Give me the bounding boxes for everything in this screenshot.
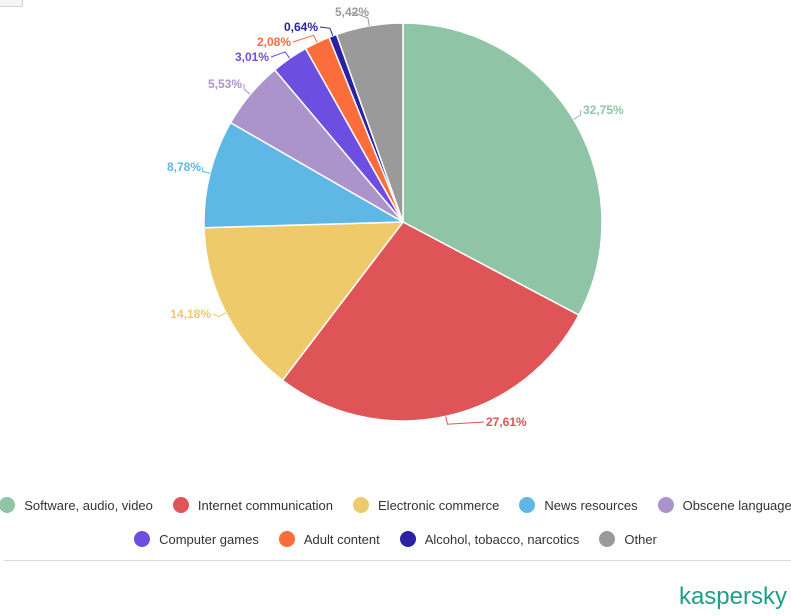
legend-item-adult-content[interactable]: Adult content [278,531,380,547]
legend-dot-icon [353,497,370,513]
legend-item-obscene-language[interactable]: Obscene language [657,497,791,513]
slice-label-adult-content: 2,08% [257,35,291,49]
legend-dot-icon [599,531,616,547]
legend-dot-icon [134,531,151,547]
label-leaders [201,11,582,425]
legend-dot-icon [172,497,189,513]
pie-slices [203,22,603,422]
legend-label: Other [624,531,657,547]
slice-label-news-resources: 8,78% [167,160,201,174]
slice-label-computer-games: 3,01% [235,50,269,64]
legend-item-other[interactable]: Other [599,531,657,547]
legend-label: Computer games [159,531,259,547]
pie-slice-news-resources[interactable] [203,121,406,229]
pie-slice-internet-communication[interactable] [281,221,580,422]
legend-dot-icon [399,531,416,547]
leader-line-alcohol-tobacco-narcotics [319,26,334,36]
legend-dot-icon [0,497,16,513]
legend-item-news-resources[interactable]: News resources [519,497,638,513]
legend-label: Electronic commerce [378,497,500,513]
slice-label-internet-communication: 27,61% [486,415,527,429]
legend-dot-icon [657,497,674,513]
legend-label: Internet communication [197,497,334,513]
slice-label-alcohol-tobacco-narcotics: 0,64% [284,20,318,34]
leader-line-obscene-language [243,83,251,95]
legend-row-1: Software, audio, video Internet communica… [0,497,791,513]
kaspersky-logo: kaspersky [678,583,787,610]
legend-row-2: Computer games Adult content Alcohol, toba… [0,531,791,547]
leader-line-other [351,11,370,26]
legend-item-computer-games[interactable]: Computer games [134,531,259,547]
legend-label: Software, audio, video [24,497,153,513]
leader-line-internet-communication [445,416,485,425]
slice-label-other: 5,42% [335,5,369,19]
slice-label-obscene-language: 5,53% [208,77,242,91]
legend-label: Obscene language [682,497,791,513]
slice-label-electronic-commerce: 14,18% [170,307,211,321]
pie-slice-software-audio-video[interactable] [402,22,603,317]
leader-line-software-audio-video [573,109,582,120]
legend-label: Adult content [303,531,380,547]
legend-label: Alcohol, tobacco, narcotics [424,531,580,547]
slice-labels: 32,75% 27,61% 14,18% 8,78% 5,53% 3,01%2,08%0,… [167,5,624,429]
leader-line-electronic-commerce [212,312,227,318]
corner-mark [0,0,23,7]
legend-item-software-audio-video[interactable]: Software, audio, video [0,497,153,513]
legend-item-internet-communication[interactable]: Internet communication [172,497,334,513]
legend-label: News resources [544,497,638,513]
leader-line-adult-content [292,34,318,43]
legend-dot-icon [278,531,295,547]
legend-dot-icon [519,497,536,513]
legend-item-alcohol-tobacco-narcotics[interactable]: Alcohol, tobacco, narcotics [399,531,580,547]
leader-line-news-resources [201,166,211,174]
legend-item-electronic-commerce[interactable]: Electronic commerce [353,497,499,513]
slice-label-software-audio-video: 32,75% [583,103,624,117]
pie-chart: 32,75% 27,61% 14,18% 8,78% 5,53% 3,01%2,08%0,… [167,5,624,429]
leader-line-computer-games [270,51,291,59]
divider [4,560,791,561]
